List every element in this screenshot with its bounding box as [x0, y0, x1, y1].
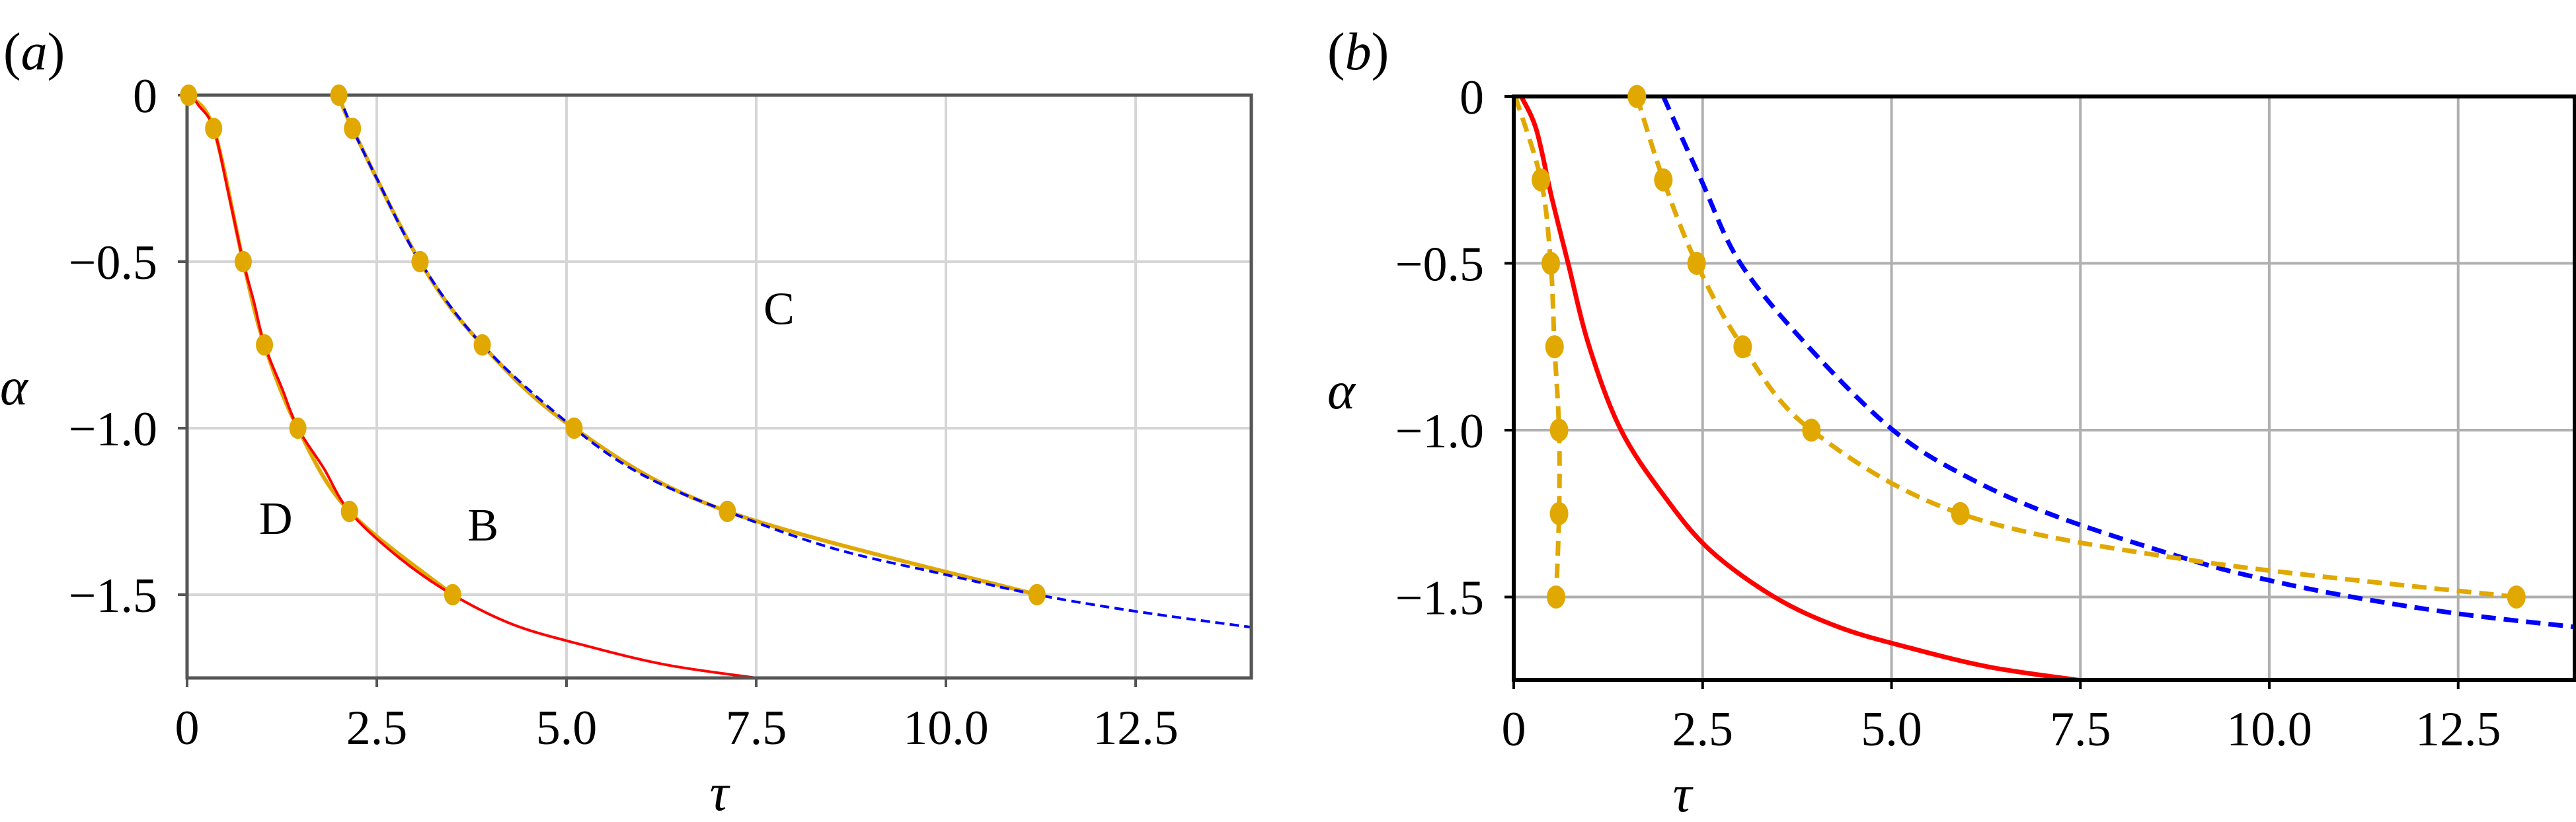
region-labels: C D B — [259, 284, 795, 552]
data-point-marker — [1545, 335, 1564, 359]
region-label-c: C — [763, 284, 795, 335]
axes-frame — [1504, 94, 2576, 689]
x-tick-label: 5.0 — [1861, 702, 1922, 757]
x-tick-label: 7.5 — [2050, 702, 2111, 757]
panel-label-a: (a) — [3, 23, 65, 81]
x-tick-label: 0 — [1502, 702, 1526, 757]
blue-dashed-boundary-line — [1661, 96, 2575, 630]
x-axis-label: τ — [710, 764, 731, 822]
x-tick-label: 0 — [175, 701, 200, 755]
data-point-marker — [1532, 168, 1551, 192]
data-point-marker — [289, 417, 307, 439]
data-point-marker — [205, 118, 223, 139]
grid-lines — [187, 95, 1251, 678]
data-point-marker — [344, 118, 362, 139]
tick-labels: 0 2.5 5.0 7.5 10.0 12.5 0 −0.5 −1.0 −1.5 — [1395, 71, 2501, 757]
data-point-marker — [234, 250, 252, 273]
x-axis-label: τ — [1673, 765, 1694, 822]
panel-label-b: (b) — [1327, 23, 1389, 81]
y-axis-label: α — [1327, 362, 1356, 420]
x-tick-label: 10.0 — [2226, 702, 2312, 757]
y-axis-label: α — [0, 358, 29, 416]
y-tick-label: 0 — [133, 69, 157, 124]
data-point-marker — [340, 500, 358, 523]
red-solid-boundary-line — [190, 95, 757, 678]
x-tick-label: 12.5 — [1093, 701, 1179, 755]
data-point-marker — [411, 250, 429, 273]
data-point-marker — [444, 583, 461, 606]
data-point-marker — [1733, 335, 1752, 359]
curves — [1514, 96, 2575, 680]
y-tick-label: 0 — [1460, 71, 1484, 125]
gold-markers-upper-branch-line — [336, 95, 1038, 597]
gold-markers-lower-branch-line — [187, 95, 454, 597]
axes-frame — [178, 93, 1253, 687]
data-point-marker — [565, 417, 583, 439]
data-point-marker — [1654, 168, 1673, 192]
x-tick-label: 7.5 — [726, 701, 787, 755]
data-point-marker — [1549, 502, 1569, 525]
data-point-marker — [1802, 418, 1821, 442]
y-tick-label: −1.0 — [69, 402, 157, 457]
plot-frame — [1512, 94, 2576, 682]
tick-labels: 0 2.5 5.0 7.5 10.0 12.5 0 −0.5 −1.0 −1.5 — [69, 69, 1179, 755]
y-tick-label: −1.5 — [69, 569, 157, 623]
data-point-marker — [330, 84, 348, 106]
y-tick-label: −0.5 — [1395, 238, 1484, 292]
data-point-marker — [1542, 252, 1561, 275]
blue-dashed-boundary-line — [337, 95, 1251, 629]
curves — [187, 95, 1251, 678]
data-point-marker — [1687, 252, 1706, 275]
data-point-marker — [2507, 585, 2526, 609]
y-tick-label: −0.5 — [69, 236, 157, 290]
data-point-marker — [1549, 418, 1569, 442]
region-label-b: B — [467, 500, 498, 551]
red-solid-boundary-line — [1519, 96, 2081, 680]
y-tick-label: −1.0 — [1395, 404, 1484, 459]
y-tick-label: −1.5 — [1395, 572, 1484, 626]
x-tick-label: 2.5 — [346, 701, 408, 755]
data-point-marker — [1951, 502, 1970, 525]
x-tick-label: 2.5 — [1672, 702, 1734, 757]
data-point-marker — [1028, 583, 1046, 606]
x-tick-label: 12.5 — [2415, 702, 2501, 757]
data-point-marker — [1547, 585, 1566, 609]
data-point-marker — [256, 334, 274, 356]
data-point-marker — [1627, 85, 1647, 108]
panel-b: 0 2.5 5.0 7.5 10.0 12.5 0 −0.5 −1.0 −1.5 (b) α τ — [1327, 23, 2576, 822]
grid-lines — [1514, 96, 2575, 680]
x-tick-label: 10.0 — [903, 701, 989, 755]
data-point-marker — [473, 334, 491, 356]
data-point-marker — [180, 84, 198, 106]
panel-a: 0 2.5 5.0 7.5 10.0 12.50−0.5−1.0−1.5 CD B (a) … — [0, 23, 1253, 822]
plot-frame — [185, 93, 1253, 680]
data-point-marker — [719, 500, 736, 523]
x-tick-label: 5.0 — [536, 701, 598, 755]
region-label-d: D — [259, 494, 293, 544]
gold-dashed-markers-right-branch-line — [1634, 96, 2517, 599]
